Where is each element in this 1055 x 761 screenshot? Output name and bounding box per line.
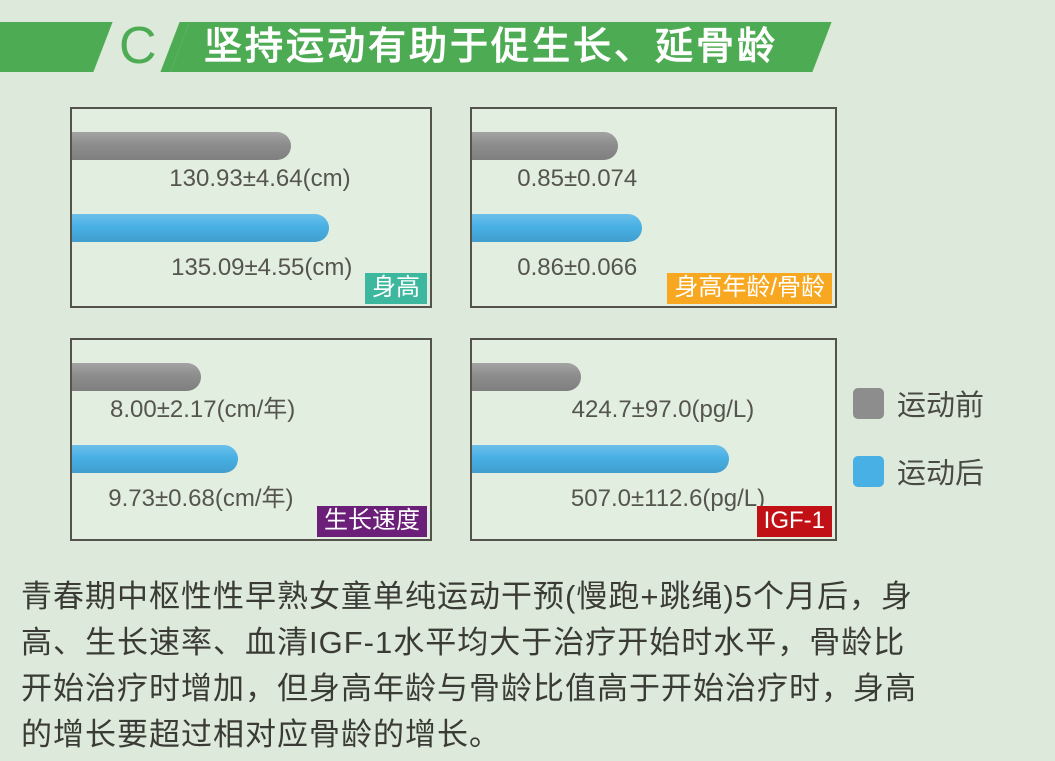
category-badge-growth-rate: 生长速度 [317, 506, 427, 537]
chart-panel-height-age-bone-age: 0.85±0.074 0.86±0.066 身高年龄/骨龄 [470, 107, 837, 308]
caption-line: 青春期中枢性性早熟女童单纯运动干预(慢跑+跳绳)5个月后，身 [21, 579, 913, 614]
legend-swatch-before-exercise [853, 387, 884, 419]
category-badge-height-age-bone-age: 身高年龄/骨龄 [667, 273, 832, 304]
bar-before-exercise [72, 363, 201, 391]
bar-value-label: 0.85±0.074 [517, 165, 638, 192]
bar-before-exercise [472, 363, 581, 391]
bar-before-exercise [72, 132, 292, 160]
bar-after-exercise [72, 445, 239, 473]
bar-value-label: 9.73±0.68(cm/年) [108, 485, 294, 512]
bar-value-label: 130.93±4.64(cm) [169, 165, 351, 192]
chart-panel-igf1: 424.7±97.0(pg/L) 507.0±112.6(pg/L) IGF-1 [470, 338, 837, 541]
bar-after-exercise [72, 214, 330, 242]
bar-before-exercise [472, 132, 619, 160]
bar-after-exercise [472, 445, 729, 473]
category-badge-igf1: IGF-1 [756, 506, 832, 537]
bar-value-label: 507.0±112.6(pg/L) [570, 485, 766, 512]
bar-value-label: 135.09±4.55(cm) [171, 254, 353, 281]
caption-line: 的增长要超过相对应骨龄的增长。 [21, 717, 501, 752]
chart-panel-growth-rate: 8.00±2.17(cm/年) 9.73±0.68(cm/年) 生长速度 [70, 338, 432, 541]
category-badge-height: 身高 [365, 273, 427, 304]
bar-value-label: 8.00±2.17(cm/年) [110, 396, 296, 423]
chart-panel-height: 130.93±4.64(cm) 135.09±4.55(cm) 身高 [70, 107, 432, 308]
legend-item-before-exercise: 运动前 [853, 382, 984, 424]
legend-label: 运动后 [897, 458, 985, 490]
legend-swatch-after-exercise [853, 455, 884, 487]
page-title: 坚持运动有助于促生长、延骨龄 [204, 26, 779, 68]
header-accent-bar [0, 22, 113, 72]
legend-item-after-exercise: 运动后 [853, 450, 984, 492]
section-letter: C [119, 17, 157, 75]
caption-line: 高、生长速率、血清IGF-1水平均大于治疗开始时水平，骨龄比 [21, 625, 906, 660]
bar-value-label: 0.86±0.066 [517, 254, 638, 281]
bar-after-exercise [472, 214, 643, 242]
legend-label: 运动前 [897, 390, 985, 422]
bar-value-label: 424.7±97.0(pg/L) [571, 396, 755, 423]
caption: 青春期中枢性性早熟女童单纯运动干预(慢跑+跳绳)5个月后，身 高、生长速率、血清… [21, 574, 1041, 758]
caption-line: 开始治疗时增加，但身高年龄与骨龄比值高于开始治疗时，身高 [21, 671, 917, 706]
